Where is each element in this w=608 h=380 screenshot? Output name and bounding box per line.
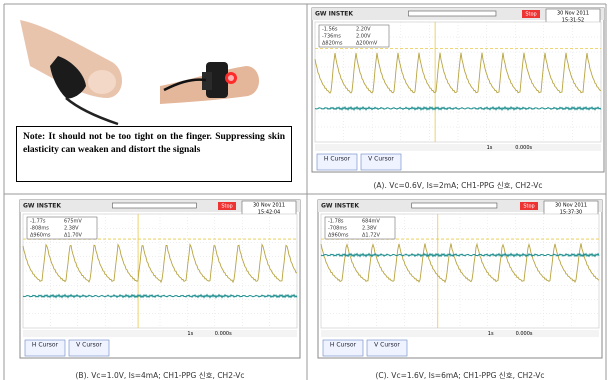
timebase-label: 1s bbox=[187, 331, 193, 337]
status-strip bbox=[321, 330, 599, 337]
finger-photo-2 bbox=[160, 62, 259, 104]
status-label: Stop bbox=[221, 204, 232, 210]
softkey-label: V Cursor bbox=[374, 342, 400, 349]
trigger-bar bbox=[412, 203, 497, 208]
offset-label: 0.000s bbox=[516, 331, 533, 337]
softkey-label: H Cursor bbox=[32, 342, 59, 349]
cursor-readout: 675mV bbox=[64, 219, 82, 225]
cursor-readout: -808ms bbox=[30, 226, 49, 232]
timebase-label: 1s bbox=[487, 145, 493, 151]
cursor-readout: Δ960ms bbox=[30, 233, 51, 239]
panel-caption: (C). Vc=1.6V, Is=6mA; CH1-PPG 신호, CH2-Vc bbox=[375, 371, 544, 380]
softkey-label: V Cursor bbox=[76, 342, 102, 349]
cursor-readout: Δ200mV bbox=[356, 41, 378, 47]
cursor-readout: -1.56s bbox=[322, 27, 338, 33]
cursor-readout: -1.78s bbox=[328, 219, 344, 225]
note-box: Note: It should not be too tight on the … bbox=[16, 126, 292, 182]
cursor-readout: 684mV bbox=[362, 219, 380, 225]
cursor-readout: -708ms bbox=[328, 226, 347, 232]
scope-brand: GW INSTEK bbox=[315, 11, 353, 18]
trigger-bar bbox=[112, 203, 196, 208]
finger-photo-1 bbox=[20, 20, 122, 124]
date-label: 30 Nov 2011 bbox=[253, 203, 285, 209]
cursor-readout: 2.20V bbox=[356, 27, 371, 33]
cursor-readout: 2.00V bbox=[356, 34, 371, 40]
status-strip bbox=[23, 330, 297, 337]
cursor-readout: Δ820ms bbox=[322, 41, 343, 47]
offset-label: 0.000s bbox=[515, 145, 532, 151]
offset-label: 0.000s bbox=[215, 331, 232, 337]
figure-canvas: GW INSTEKStop30 Nov 201115:31:52-1.56s2.… bbox=[0, 0, 608, 380]
softkey-label: V Cursor bbox=[368, 156, 394, 163]
status-label: Stop bbox=[523, 204, 534, 210]
date-label: 30 Nov 2011 bbox=[557, 11, 589, 17]
cursor-readout: -1.77s bbox=[30, 219, 46, 225]
cursor-readout: 2.38V bbox=[64, 226, 79, 232]
scope-brand: GW INSTEK bbox=[23, 203, 61, 210]
softkey-label: H Cursor bbox=[324, 156, 351, 163]
softkey-label: H Cursor bbox=[330, 342, 357, 349]
scope-brand: GW INSTEK bbox=[321, 203, 359, 210]
cursor-readout: 2.38V bbox=[362, 226, 377, 232]
cursor-readout: Δ960ms bbox=[328, 233, 349, 239]
status-strip bbox=[315, 144, 601, 151]
date-label: 30 Nov 2011 bbox=[555, 203, 587, 209]
figure: GW INSTEKStop30 Nov 201115:31:52-1.56s2.… bbox=[0, 0, 608, 380]
panel-caption: (A). Vc=0.6V, Is=2mA; CH1-PPG 신호, CH2-Vc bbox=[374, 181, 543, 190]
status-label: Stop bbox=[525, 12, 536, 18]
cursor-readout: Δ1.70V bbox=[64, 233, 83, 239]
timebase-label: 1s bbox=[488, 331, 494, 337]
panel-caption: (B). Vc=1.0V, Is=4mA; CH1-PPG 신호, CH2-Vc bbox=[76, 371, 245, 380]
cursor-readout: -736ms bbox=[322, 34, 341, 40]
trigger-bar bbox=[408, 11, 496, 16]
cursor-readout: Δ1.72V bbox=[362, 233, 381, 239]
